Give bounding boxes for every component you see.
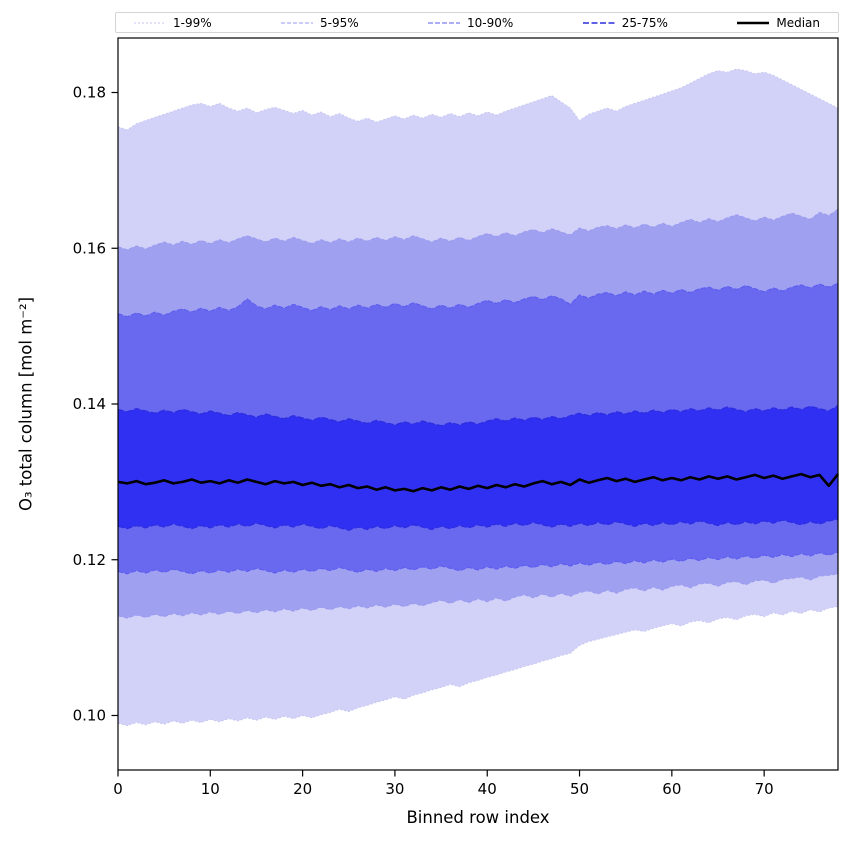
legend-line-sample-icon xyxy=(428,21,461,24)
band-edge-25-75%-lower xyxy=(117,518,839,531)
band-edge-1-99%-lower xyxy=(117,606,839,727)
x-tick-label: 10 xyxy=(201,780,220,798)
x-tick-label: 60 xyxy=(662,780,681,798)
x-tick-label: 30 xyxy=(385,780,404,798)
legend-line-sample-icon xyxy=(737,21,770,24)
band-fill-25-75% xyxy=(118,405,838,531)
band-edge-10-90%-lower xyxy=(117,551,839,575)
band-edge-1-99%-upper xyxy=(117,68,839,131)
legend-item-5-95-: 5-95% xyxy=(281,16,359,30)
y-tick-label: 0.12 xyxy=(73,551,106,569)
legend-item-10-90-: 10-90% xyxy=(428,16,513,30)
legend-label: 25-75% xyxy=(621,15,668,30)
x-tick-label: 40 xyxy=(478,780,497,798)
legend-label: Median xyxy=(776,15,820,30)
band-edge-25-75%-upper xyxy=(117,405,839,427)
median-line xyxy=(117,472,840,493)
band-edge-5-95%-lower xyxy=(117,573,839,619)
x-tick-label: 20 xyxy=(293,780,312,798)
y-tick-label: 0.18 xyxy=(73,84,106,102)
y-axis-label: O₃ total column [mol m⁻²] xyxy=(16,296,36,512)
x-axis-label: Binned row index xyxy=(406,808,550,827)
legend-item-25-75-: 25-75% xyxy=(582,15,668,30)
band-edge-5-95%-upper xyxy=(117,208,839,251)
x-tick-label: 50 xyxy=(570,780,589,798)
legend-line-sample-icon xyxy=(281,22,314,23)
legend-label: 5-95% xyxy=(320,15,359,30)
legend-line-sample-icon xyxy=(134,22,166,23)
x-tick-label: 0 xyxy=(113,780,123,798)
y-tick-label: 0.14 xyxy=(73,395,106,413)
legend: 1-99% 5-95% 10-90% 25-75% Median xyxy=(115,12,839,33)
legend-line-sample-icon xyxy=(582,21,615,24)
legend-item-1-99-: 1-99% xyxy=(134,16,212,30)
x-tick-label: 70 xyxy=(755,780,774,798)
y-tick-label: 0.10 xyxy=(73,707,106,725)
y-tick-label: 0.16 xyxy=(73,239,106,257)
legend-item-median: Median xyxy=(737,16,820,30)
band-edge-10-90%-upper xyxy=(117,282,839,318)
legend-label: 10-90% xyxy=(467,15,514,30)
legend-label: 1-99% xyxy=(173,15,212,30)
